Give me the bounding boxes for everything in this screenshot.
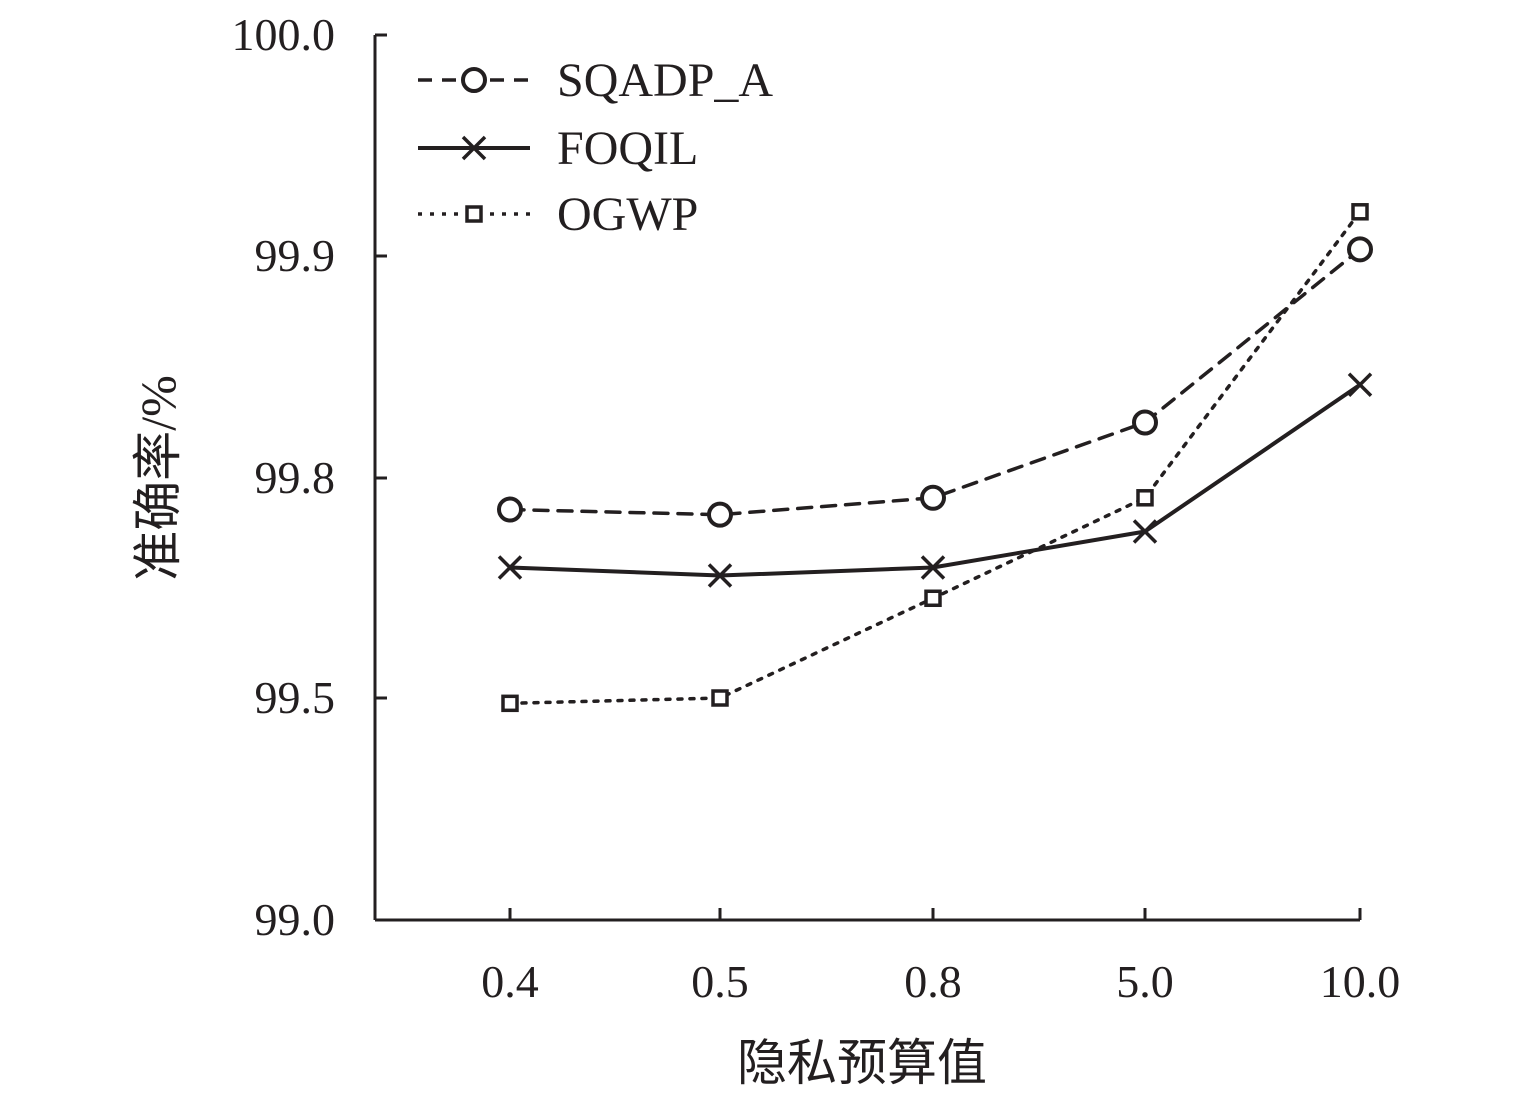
series-lines [508,210,1362,706]
data-point-ogwp [501,694,519,713]
series-line-ogwp [508,210,1362,706]
data-point-ogwp [1136,489,1154,507]
data-point-foqil [920,555,946,580]
legend-label-sqadp_a: SQADP_A [557,54,773,107]
axes [373,35,1360,922]
y-axis-ticks: 99.0 99.5 99.8 99.9 100.0 [232,9,387,945]
y-tick-label: 99.0 [255,894,336,945]
y-tick-label: 100.0 [232,9,336,60]
data-point-sqadp_a [707,501,733,528]
data-point-foqil [497,555,523,580]
x-axis-title: 隐私预算值 [737,1035,987,1091]
y-axis-title: 准确率/% [130,375,186,581]
y-tick-label: 99.9 [255,230,336,281]
data-point-foqil [707,563,733,588]
x-tick-label: 0.4 [481,956,539,1007]
y-tick-label: 99.5 [255,672,336,723]
series-line-foqil [508,382,1362,578]
legend-marker-ogwp [465,205,483,223]
x-axis-ticks: 0.4 0.5 0.8 5.0 10.0 [481,908,1400,1007]
data-point-sqadp_a [1347,236,1373,263]
series-line-sqadp_a [508,247,1362,517]
data-point-sqadp_a [920,484,946,511]
data-point-foqil [1132,519,1158,544]
data-point-ogwp [711,689,729,707]
data-point-sqadp_a [1132,409,1158,436]
legend-marker-foqil [461,135,487,161]
data-point-ogwp [924,589,942,608]
legend-marker-sqadp_a [461,67,487,93]
legend: SQADP_A FOQIL OGWP [418,54,773,241]
legend-label-ogwp: OGWP [557,188,698,241]
series-markers [497,203,1373,713]
y-tick-label: 99.8 [255,452,336,503]
data-point-sqadp_a [497,496,523,523]
x-tick-label: 0.8 [904,956,962,1007]
legend-label-foqil: FOQIL [557,122,698,175]
x-tick-label: 0.5 [691,956,749,1007]
x-tick-label: 10.0 [1320,956,1401,1007]
data-point-foqil [1347,372,1373,397]
x-tick-label: 5.0 [1116,956,1174,1007]
data-point-ogwp [1351,203,1369,221]
